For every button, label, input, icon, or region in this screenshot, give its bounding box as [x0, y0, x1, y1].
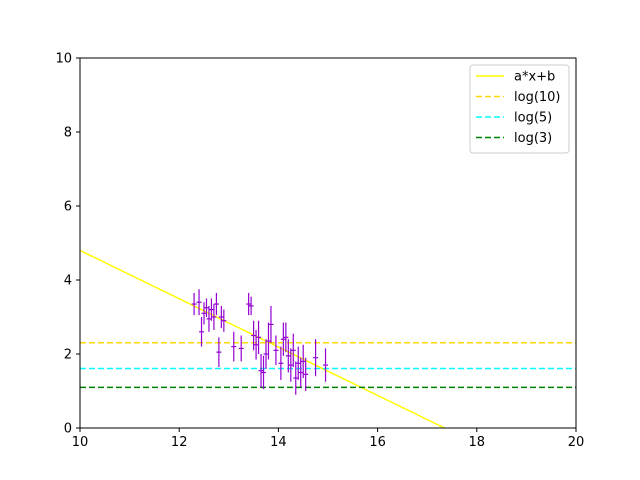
legend-label-2: log(5) — [514, 111, 552, 126]
errorbar-point-8 — [213, 292, 219, 316]
errorbar-point-16 — [251, 320, 257, 351]
errorbar-point-28 — [285, 339, 291, 373]
errorbar-point-17 — [253, 329, 259, 360]
errorbar-point-1 — [196, 289, 202, 316]
errorbar-point-7 — [211, 304, 217, 330]
legend-label-3: log(3) — [514, 131, 552, 146]
errorbar-point-9 — [216, 337, 222, 367]
legend: a*x+b log(10) log(5) log(3) — [469, 64, 570, 154]
errorbar-point-36 — [313, 339, 319, 377]
errorbar-point-30 — [290, 333, 296, 367]
errorbar-point-35 — [303, 357, 309, 391]
errorbar-point-29 — [288, 348, 294, 382]
errorbar-point-24 — [273, 335, 279, 366]
errorbar-point-27 — [283, 322, 289, 353]
x-tick-label: 14 — [270, 435, 287, 450]
errorbar-point-15 — [248, 296, 254, 316]
legend-label-1: log(10) — [514, 90, 561, 105]
errorbar-point-31 — [293, 361, 299, 395]
errorbar-points — [191, 289, 328, 395]
x-tick-label: 12 — [171, 435, 188, 450]
errorbar-point-14 — [246, 292, 252, 316]
errorbar-point-20 — [261, 355, 266, 390]
errorbar-point-19 — [258, 354, 264, 388]
x-tick-label: 10 — [72, 435, 89, 450]
axes-frame — [79, 57, 577, 429]
x-tick-label: 18 — [469, 435, 486, 450]
errorbar-point-13 — [238, 335, 244, 362]
legend-label-0: a*x+b — [514, 70, 555, 85]
y-tick-label: 4 — [64, 274, 72, 289]
series-line-0 — [79, 249, 445, 429]
legend-box — [469, 64, 570, 154]
plot-lines — [79, 249, 576, 429]
y-tick-label: 10 — [55, 52, 72, 67]
y-tick-label: 0 — [64, 422, 72, 437]
y-tick-label: 8 — [64, 126, 72, 141]
errorbar-point-18 — [256, 320, 262, 354]
errorbar-point-37 — [323, 348, 328, 382]
errorbar-point-32 — [295, 346, 301, 380]
errorbar-point-12 — [231, 331, 237, 362]
errorbar-point-2 — [199, 317, 204, 347]
y-axis: 0 2 4 6 8 10 — [55, 52, 80, 437]
errorbar-point-26 — [280, 322, 286, 356]
errorbar-point-0 — [191, 292, 197, 316]
y-tick-label: 6 — [64, 200, 72, 215]
errorbar-point-25 — [278, 346, 284, 380]
errorbar-point-22 — [266, 322, 271, 360]
y-tick-label: 2 — [64, 348, 72, 363]
errorbar-point-23 — [268, 305, 274, 343]
errorbar-point-5 — [206, 305, 212, 332]
x-tick-label: 16 — [369, 435, 386, 450]
errorbar-point-4 — [204, 298, 209, 317]
errorbar-point-10 — [218, 305, 224, 329]
errorbar-point-34 — [300, 344, 306, 379]
errorbar-point-11 — [221, 309, 227, 332]
errorbar-point-33 — [298, 357, 304, 388]
errorbar-point-21 — [263, 339, 269, 369]
x-tick-label: 20 — [568, 435, 585, 450]
errorbar-point-3 — [201, 302, 207, 325]
x-axis: 10 12 14 16 18 20 — [72, 428, 585, 450]
